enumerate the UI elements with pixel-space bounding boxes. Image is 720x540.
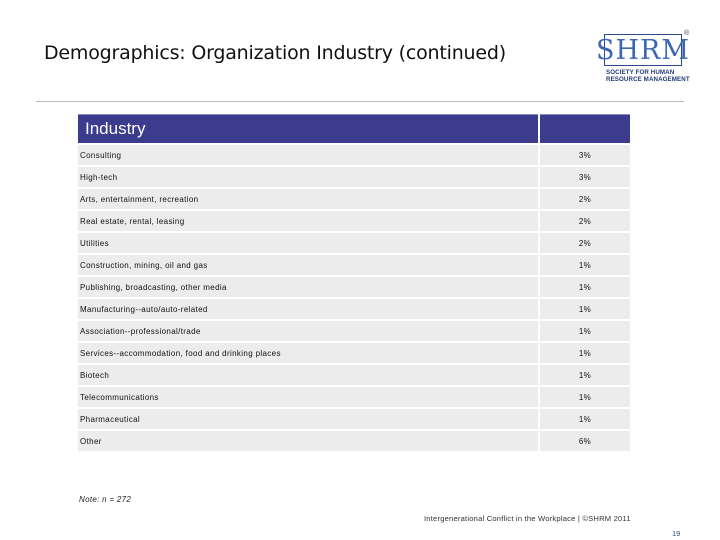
logo-text: SHRM xyxy=(595,34,691,66)
sample-note: Note: n = 272 xyxy=(79,495,132,504)
industry-label: Telecommunications xyxy=(78,387,538,407)
industry-label: Real estate, rental, leasing xyxy=(78,211,538,231)
industry-label: Utilities xyxy=(78,233,538,253)
table-row: Construction, mining, oil and gas 1% xyxy=(78,255,630,275)
registered-mark: ® xyxy=(684,30,690,37)
industry-label: Publishing, broadcasting, other media xyxy=(78,277,538,297)
page-title: Demographics: Organization Industry (con… xyxy=(44,42,506,64)
logo-box: SHRM xyxy=(596,34,689,66)
footer-text: Intergenerational Conflict in the Workpl… xyxy=(424,514,631,523)
industry-percent: 2% xyxy=(540,189,630,209)
table-row: Services--accommodation, food and drinki… xyxy=(78,343,630,363)
industry-label: Consulting xyxy=(78,145,538,165)
industry-label: Manufacturing--auto/auto-related xyxy=(78,299,538,319)
industry-percent: 2% xyxy=(540,233,630,253)
logo-subtitle: SOCIETY FOR HUMAN RESOURCE MANAGEMENT xyxy=(606,69,692,83)
table-row: Telecommunications 1% xyxy=(78,387,630,407)
industry-label: Construction, mining, oil and gas xyxy=(78,255,538,275)
logo-subtitle-line2: RESOURCE MANAGEMENT xyxy=(606,76,690,83)
industry-percent: 1% xyxy=(540,387,630,407)
table-row: Association--professional/trade 1% xyxy=(78,321,630,341)
table-row: High-tech 3% xyxy=(78,167,630,187)
table-row: Publishing, broadcasting, other media 1% xyxy=(78,277,630,297)
table-row: Arts, entertainment, recreation 2% xyxy=(78,189,630,209)
logo-subtitle-line1: SOCIETY FOR HUMAN xyxy=(606,69,675,76)
industry-label: Biotech xyxy=(78,365,538,385)
industry-percent: 2% xyxy=(540,211,630,231)
table-header: Industry xyxy=(78,114,630,143)
industry-percent: 1% xyxy=(540,277,630,297)
industry-percent: 3% xyxy=(540,167,630,187)
industry-label: Arts, entertainment, recreation xyxy=(78,189,538,209)
header-industry: Industry xyxy=(78,114,538,143)
industry-label: Association--professional/trade xyxy=(78,321,538,341)
industry-percent: 1% xyxy=(540,409,630,429)
header-percent xyxy=(540,114,630,143)
header-divider xyxy=(36,101,684,102)
industry-percent: 3% xyxy=(540,145,630,165)
industry-percent: 1% xyxy=(540,255,630,275)
table-row: Consulting 3% xyxy=(78,145,630,165)
industry-percent: 1% xyxy=(540,365,630,385)
industry-label: Services--accommodation, food and drinki… xyxy=(78,343,538,363)
industry-percent: 1% xyxy=(540,321,630,341)
page-number: 19 xyxy=(672,529,681,538)
table-row: Other 6% xyxy=(78,431,630,451)
industry-percent: 1% xyxy=(540,343,630,363)
table-row: Pharmaceutical 1% xyxy=(78,409,630,429)
industry-percent: 6% xyxy=(540,431,630,451)
shrm-logo: SHRM ® SOCIETY FOR HUMAN RESOURCE MANAGE… xyxy=(596,30,692,86)
table-row: Manufacturing--auto/auto-related 1% xyxy=(78,299,630,319)
table-row: Biotech 1% xyxy=(78,365,630,385)
table-body: Consulting 3% High-tech 3% Arts, entertainme… xyxy=(78,145,630,451)
table-row: Real estate, rental, leasing 2% xyxy=(78,211,630,231)
industry-percent: 1% xyxy=(540,299,630,319)
industry-label: Pharmaceutical xyxy=(78,409,538,429)
industry-label: High-tech xyxy=(78,167,538,187)
industry-table: Industry Consulting 3% High-tech 3% Arts, en… xyxy=(78,114,630,451)
table-row: Utilities 2% xyxy=(78,233,630,253)
industry-label: Other xyxy=(78,431,538,451)
